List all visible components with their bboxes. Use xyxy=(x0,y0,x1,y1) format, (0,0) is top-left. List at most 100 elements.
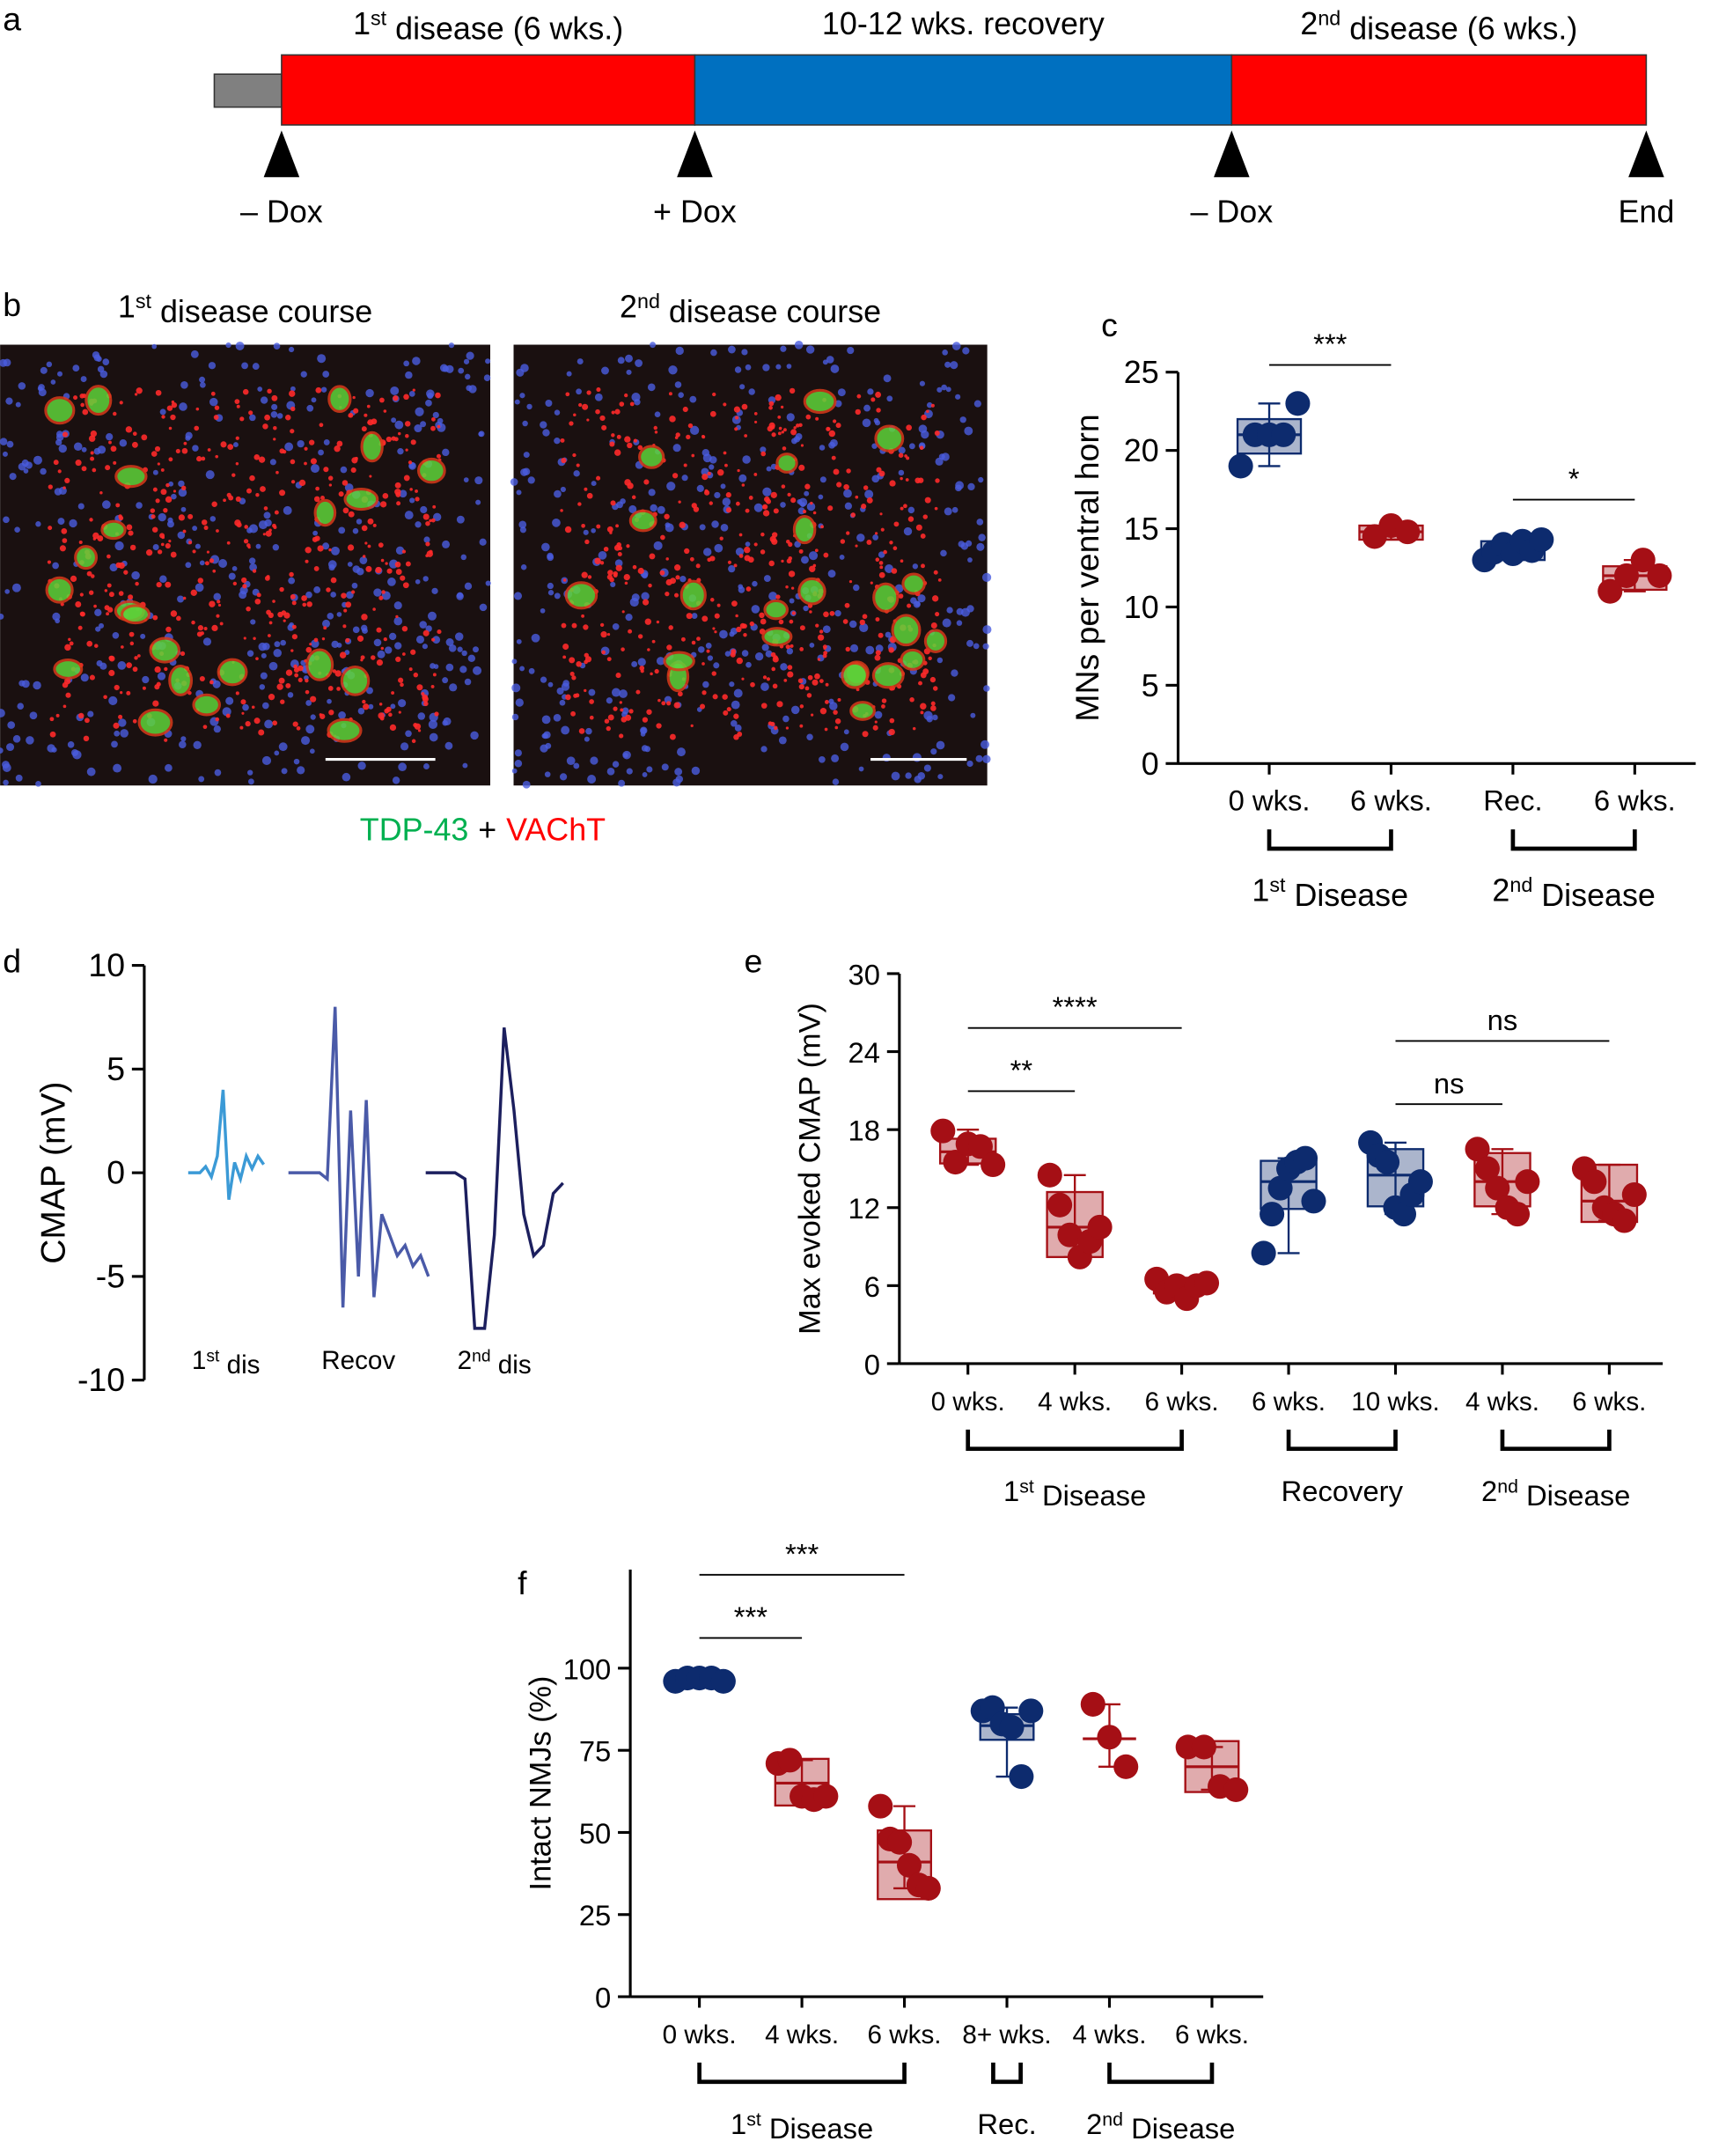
vacht-puncta xyxy=(577,502,582,506)
nucleus xyxy=(699,524,706,531)
vacht-puncta xyxy=(403,475,410,482)
nucleus xyxy=(691,766,701,776)
vacht-puncta xyxy=(157,462,160,466)
nucleus xyxy=(752,580,758,587)
vacht-puncta xyxy=(606,657,612,662)
vacht-puncta xyxy=(818,634,825,641)
vacht-puncta xyxy=(846,468,851,474)
nucleus xyxy=(940,549,947,557)
vacht-puncta xyxy=(378,542,384,548)
data-point xyxy=(943,1150,968,1175)
vacht-puncta xyxy=(55,713,60,717)
nucleus xyxy=(511,713,519,721)
vacht-puncta xyxy=(244,525,248,529)
motor-neuron xyxy=(871,662,905,689)
vacht-puncta xyxy=(164,738,168,742)
micrograph-title: 2nd disease course xyxy=(620,289,881,329)
vacht-puncta xyxy=(929,676,936,683)
vacht-puncta xyxy=(79,592,84,597)
vacht-puncta xyxy=(83,735,90,742)
nucleus xyxy=(338,526,346,534)
vacht-puncta xyxy=(624,581,628,585)
nucleus xyxy=(119,438,128,447)
vacht-puncta xyxy=(709,501,713,505)
nucleus xyxy=(21,459,29,467)
vacht-puncta xyxy=(187,513,194,519)
nucleus xyxy=(945,386,951,393)
nucleus xyxy=(800,556,809,564)
data-point xyxy=(1395,519,1421,545)
nucleus xyxy=(666,482,676,491)
nucleus xyxy=(73,442,83,451)
nucleus xyxy=(225,342,231,349)
vacht-puncta xyxy=(726,707,731,712)
significance-label: *** xyxy=(785,1537,819,1570)
vacht-puncta xyxy=(584,656,592,663)
vacht-puncta xyxy=(321,637,326,641)
vacht-puncta xyxy=(578,728,585,734)
nucleus xyxy=(515,698,524,707)
nucleus xyxy=(177,531,186,540)
nucleus xyxy=(722,497,731,506)
vacht-puncta xyxy=(789,387,796,394)
nucleus xyxy=(15,774,23,782)
nucleus xyxy=(47,744,55,753)
nucleus xyxy=(94,608,102,616)
y-axis-label: Max evoked CMAP (mV) xyxy=(793,1003,826,1335)
vacht-puncta xyxy=(62,704,67,709)
nucleus xyxy=(978,533,986,541)
vacht-puncta xyxy=(930,403,935,408)
motor-neuron xyxy=(327,717,363,743)
nucleus xyxy=(7,721,16,729)
nucleus xyxy=(258,520,268,530)
vacht-puncta xyxy=(909,697,914,703)
group-label: 1st Disease xyxy=(1003,1475,1146,1512)
vacht-puncta xyxy=(669,416,676,423)
vacht-puncta xyxy=(429,519,432,523)
nucleus xyxy=(951,342,961,350)
vacht-puncta xyxy=(154,666,161,673)
vacht-puncta xyxy=(246,606,251,612)
vacht-puncta xyxy=(695,563,701,569)
y-tick-label: 0 xyxy=(106,1154,125,1191)
nucleus xyxy=(420,505,428,514)
nucleus xyxy=(385,646,393,654)
vacht-puncta xyxy=(170,610,178,617)
nucleus xyxy=(467,654,476,663)
vacht-puncta xyxy=(268,612,274,618)
data-point xyxy=(1301,1188,1326,1214)
nucleus xyxy=(393,616,403,626)
nucleus xyxy=(668,365,678,375)
vacht-puncta xyxy=(736,626,742,633)
motor-neuron xyxy=(872,582,900,613)
vacht-puncta xyxy=(75,601,82,607)
vacht-puncta xyxy=(336,687,341,691)
motor-neuron xyxy=(638,445,665,469)
nucleus xyxy=(631,593,640,602)
nucleus xyxy=(745,661,752,668)
vacht-puncta xyxy=(293,666,299,673)
vacht-puncta xyxy=(360,659,364,662)
vacht-puncta xyxy=(400,575,406,581)
nucleus xyxy=(590,756,599,765)
nucleus xyxy=(171,493,177,500)
vacht-puncta xyxy=(787,671,794,678)
vacht-puncta xyxy=(628,629,633,634)
vacht-puncta xyxy=(920,672,927,679)
significance-label: **** xyxy=(1053,990,1098,1023)
nucleus xyxy=(117,661,127,670)
vacht-puncta xyxy=(376,627,382,633)
vacht-puncta xyxy=(408,460,413,465)
vacht-puncta xyxy=(371,418,378,425)
x-tick-label: 4 wks. xyxy=(1465,1387,1539,1416)
motor-neuron xyxy=(313,498,337,527)
vacht-puncta xyxy=(870,397,876,402)
data-point xyxy=(1097,1725,1122,1750)
vacht-puncta xyxy=(606,574,613,580)
vacht-puncta xyxy=(197,578,204,584)
nucleus xyxy=(951,506,958,513)
vacht-puncta xyxy=(107,607,114,613)
nucleus xyxy=(474,476,483,485)
vacht-puncta xyxy=(92,532,99,540)
vacht-puncta xyxy=(615,564,622,571)
